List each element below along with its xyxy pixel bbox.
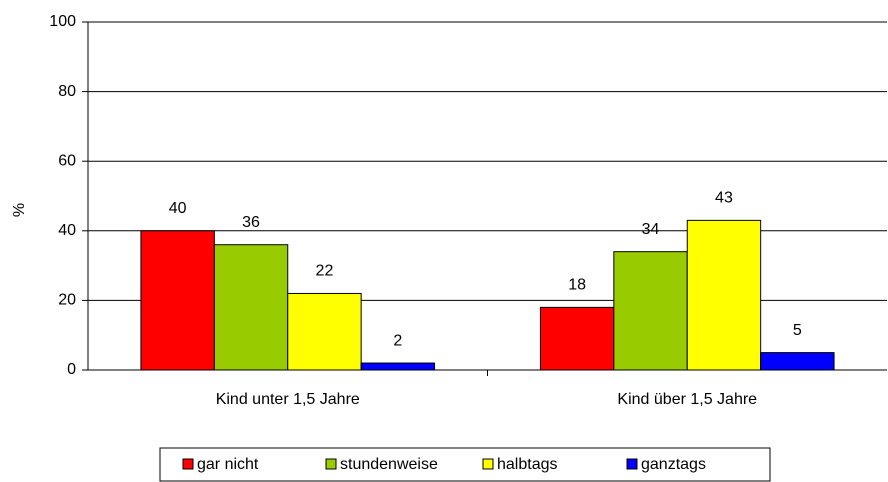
y-tick-label: 40	[58, 222, 76, 239]
x-tick-label: Kind unter 1,5 Jahre	[216, 391, 360, 408]
y-tick-label: 60	[58, 152, 76, 169]
bar	[287, 292, 362, 371]
bar	[213, 244, 289, 371]
legend-swatch	[626, 458, 638, 470]
legend-label: gar nicht	[197, 456, 259, 473]
y-tick-label: 100	[49, 13, 76, 30]
legend-swatch	[182, 458, 194, 470]
legend-label: halbtags	[497, 456, 558, 473]
bar	[613, 251, 688, 371]
data-label: 36	[242, 214, 260, 231]
y-tick-label: 20	[58, 292, 76, 309]
bar	[360, 362, 436, 371]
bar	[140, 230, 215, 371]
bar	[760, 352, 835, 371]
data-label: 18	[568, 277, 586, 294]
y-tick-label: 80	[58, 83, 76, 100]
legend-swatch	[325, 458, 337, 470]
bar	[539, 306, 615, 371]
legend-swatch	[482, 458, 494, 470]
data-label: 22	[316, 263, 334, 280]
legend-label: stundenweise	[340, 456, 438, 473]
data-label: 40	[169, 200, 187, 217]
data-label: 2	[393, 332, 402, 349]
y-tick-label: 0	[67, 361, 76, 378]
data-label: 34	[642, 221, 660, 238]
y-axis-label: %	[11, 203, 28, 217]
data-label: 43	[715, 190, 733, 207]
legend-label: ganztags	[641, 456, 706, 473]
legend-box	[159, 447, 771, 482]
x-tick-label: Kind über 1,5 Jahre	[617, 391, 757, 408]
data-label: 5	[793, 322, 802, 339]
bar	[686, 219, 762, 371]
